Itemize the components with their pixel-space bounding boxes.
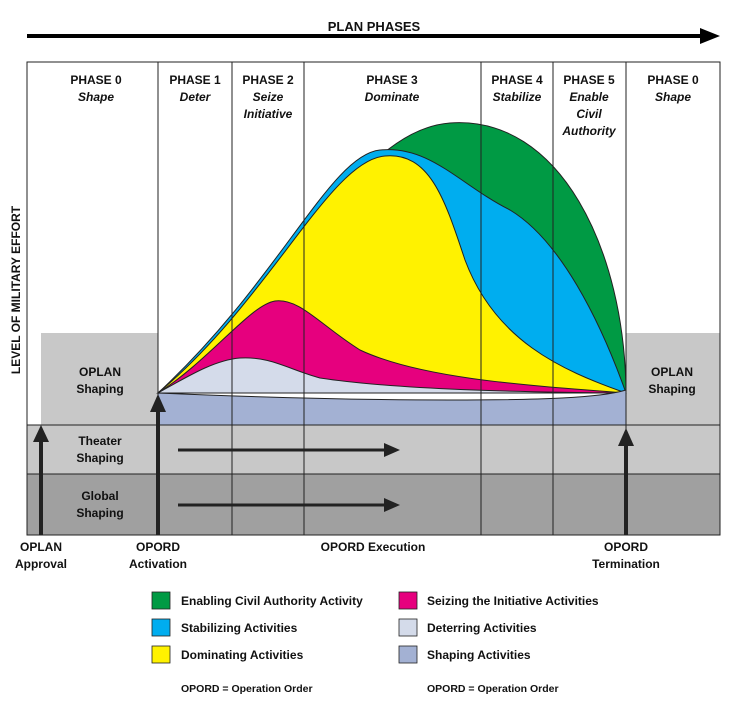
legend-label-stabilizing: Stabilizing Activities	[181, 621, 298, 635]
footnote-left: OPORD = Operation Order	[181, 683, 313, 695]
phase-subtitle: Stabilize	[493, 90, 542, 104]
legend-swatch-stabilizing	[151, 618, 171, 637]
phase-subtitle: Dominate	[365, 90, 420, 104]
phase-title: PHASE 2	[242, 73, 294, 87]
legend: Enabling Civil Authority Activity Seizin…	[151, 591, 599, 664]
legend-swatch-deterring	[398, 618, 418, 637]
global-arrow-head	[384, 498, 400, 512]
opord-execution-label: OPORD Execution	[321, 540, 426, 554]
phase-header-4: PHASE 4 Stabilize	[491, 73, 543, 104]
legend-swatch-enabling-civil-authority	[151, 591, 171, 610]
oplan-shaping-right-label: Shaping	[648, 382, 695, 396]
phase-title: PHASE 5	[563, 73, 615, 87]
phase-subtitle: Civil	[576, 107, 602, 121]
phase-subtitle: Initiative	[244, 107, 293, 121]
phase-title: PHASE 3	[366, 73, 418, 87]
phase-header-0: PHASE 0 Shape	[70, 73, 122, 104]
global-shaping-label: Global	[81, 489, 118, 503]
legend-swatch-shaping	[398, 645, 418, 664]
opord-termination-arrow-head	[618, 428, 634, 446]
oplan-shaping-left-label: OPLAN	[79, 365, 121, 379]
phase-subtitle: Enable	[569, 90, 609, 104]
phase-title: PHASE 4	[491, 73, 543, 87]
oplan-approval-label: OPLAN	[20, 540, 62, 554]
global-shaping-label: Shaping	[76, 506, 123, 520]
legend-swatch-seizing-initiative	[398, 591, 418, 610]
phase-subtitle: Shape	[655, 90, 691, 104]
theater-shaping-label: Shaping	[76, 451, 123, 465]
deterring-area	[156, 357, 627, 394]
diagram-frame	[26, 61, 721, 536]
opord-termination-label: OPORD	[604, 540, 648, 554]
oplan-shaping-right-label: OPLAN	[651, 365, 693, 379]
plan-phases-label: PLAN PHASES	[328, 19, 421, 34]
legend-label-shaping: Shaping Activities	[427, 648, 531, 662]
opord-termination-label: Termination	[592, 557, 660, 571]
legend-swatch-dominating	[151, 645, 171, 664]
phase-subtitle: Deter	[180, 90, 212, 104]
phase-header-3: PHASE 3 Dominate	[365, 73, 420, 104]
phase-header-5: PHASE 5 Enable Civil Authority	[561, 73, 617, 138]
phase-title: PHASE 1	[169, 73, 221, 87]
oplan-shaping-left-label: Shaping	[76, 382, 123, 396]
opord-activation-label: OPORD	[136, 540, 180, 554]
phase-header-2: PHASE 2 Seize Initiative	[242, 73, 294, 121]
footnote-right: OPORD = Operation Order	[427, 683, 559, 695]
opord-activation-arrow-head	[150, 394, 166, 412]
oplan-shaping-right-band	[626, 333, 720, 425]
legend-label-enabling-civil-authority: Enabling Civil Authority Activity	[181, 594, 363, 608]
theater-shaping-label: Theater	[78, 434, 122, 448]
legend-label-dominating: Dominating Activities	[181, 648, 304, 662]
phase-header-6: PHASE 0 Shape	[647, 73, 699, 104]
legend-label-deterring: Deterring Activities	[427, 621, 537, 635]
shaping-area	[157, 389, 627, 426]
plan-phases-arrow-head	[700, 28, 720, 44]
oplan-approval-label: Approval	[15, 557, 67, 571]
phase-header-1: PHASE 1 Deter	[169, 73, 221, 104]
theater-arrow-head	[384, 443, 400, 457]
oplan-approval-arrow-head	[33, 425, 49, 442]
phase-subtitle: Seize	[253, 90, 284, 104]
y-axis-label: LEVEL OF MILITARY EFFORT	[9, 205, 23, 374]
opord-activation-label: Activation	[129, 557, 187, 571]
oplan-shaping-left-band	[41, 333, 158, 425]
legend-label-seizing-initiative: Seizing the Initiative Activities	[427, 594, 599, 608]
phase-title: PHASE 0	[70, 73, 122, 87]
phase-subtitle: Shape	[78, 90, 114, 104]
phase-title: PHASE 0	[647, 73, 699, 87]
phase-subtitle: Authority	[561, 124, 617, 138]
